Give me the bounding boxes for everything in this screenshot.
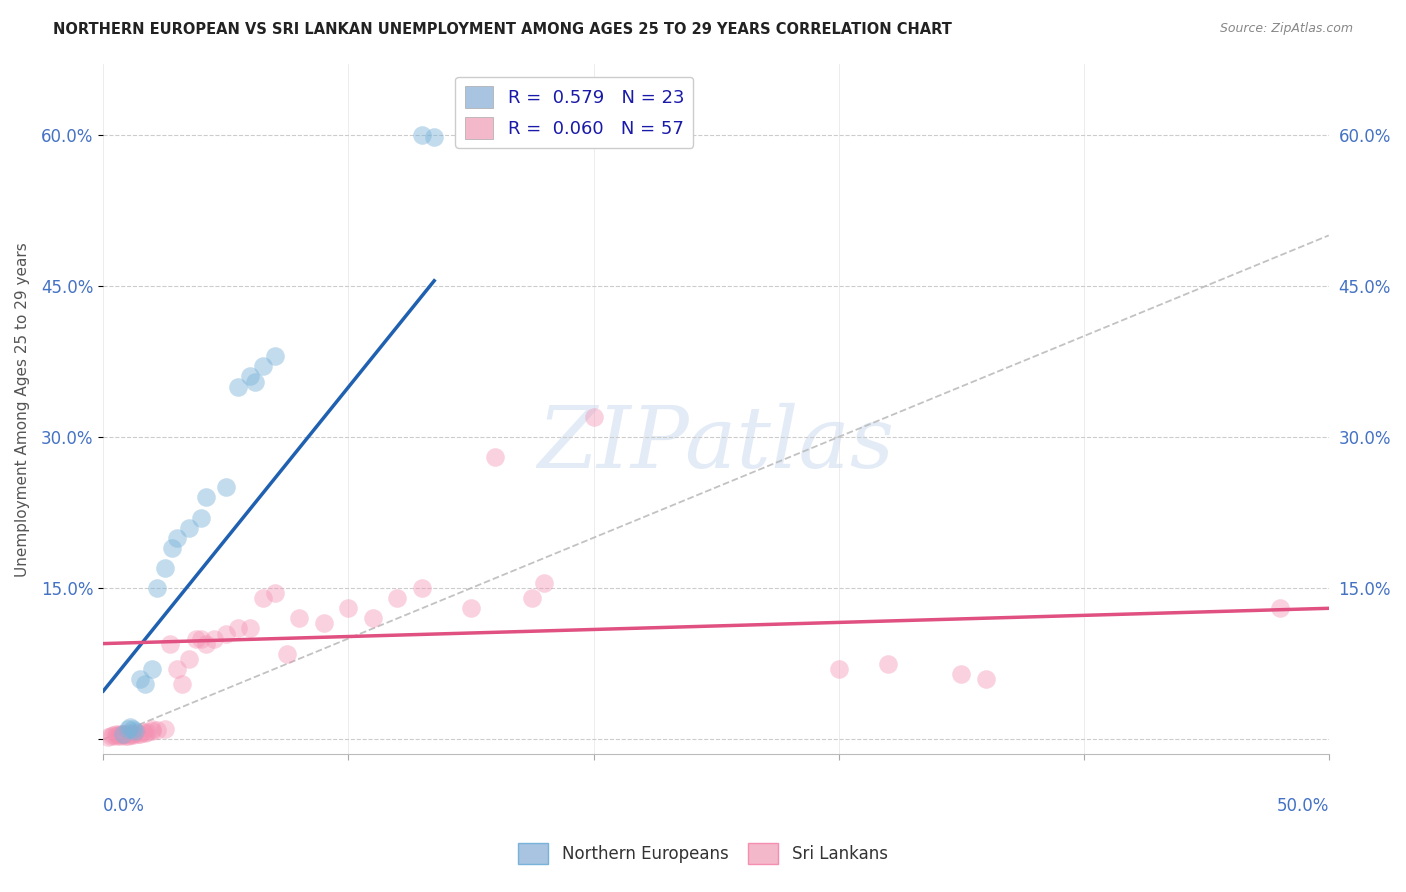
Point (120, 728, 142, 742)
Point (100, 729, 122, 743)
Point (827, 662, 849, 676)
Point (114, 729, 136, 743)
Point (974, 672, 997, 686)
Point (117, 723, 139, 737)
Point (131, 725, 153, 739)
Point (1268, 601, 1291, 615)
Point (104, 727, 127, 741)
Text: 50.0%: 50.0% (1277, 797, 1329, 814)
Point (190, 510, 212, 524)
Point (141, 723, 163, 737)
Point (136, 725, 159, 739)
Point (411, 128, 433, 142)
Point (134, 726, 156, 740)
Point (134, 677, 156, 691)
Text: ZIPatlas: ZIPatlas (537, 402, 894, 485)
Point (111, 728, 134, 742)
Point (153, 723, 176, 737)
Point (215, 626, 238, 640)
Y-axis label: Unemployment Among Ages 25 to 29 years: Unemployment Among Ages 25 to 29 years (15, 242, 30, 576)
Point (361, 611, 384, 625)
Point (110, 729, 132, 743)
Point (522, 591, 544, 606)
Point (337, 601, 360, 615)
Point (97, 731, 120, 745)
Point (153, 561, 176, 575)
Point (104, 729, 127, 743)
Point (288, 611, 311, 625)
Point (195, 491, 218, 505)
Text: NORTHERN EUROPEAN VS SRI LANKAN UNEMPLOYMENT AMONG AGES 25 TO 29 YEARS CORRELATI: NORTHERN EUROPEAN VS SRI LANKAN UNEMPLOY… (53, 22, 952, 37)
Point (484, 450, 506, 464)
Point (239, 622, 262, 636)
Point (127, 727, 149, 741)
Point (226, 379, 249, 393)
Point (423, 129, 446, 144)
Point (121, 723, 143, 737)
Point (387, 591, 409, 606)
Point (141, 724, 163, 739)
Point (950, 666, 973, 681)
Point (120, 720, 142, 734)
Point (166, 662, 188, 676)
Point (226, 622, 249, 636)
Point (160, 541, 183, 555)
Point (114, 727, 136, 741)
Point (582, 409, 605, 424)
Point (107, 728, 129, 742)
Point (312, 616, 335, 631)
Point (124, 726, 146, 740)
Point (121, 728, 143, 742)
Point (129, 672, 152, 686)
Point (202, 632, 225, 646)
Point (264, 349, 287, 363)
Point (166, 531, 188, 545)
Point (239, 369, 262, 384)
Point (252, 359, 274, 374)
Point (117, 729, 139, 743)
Text: Source: ZipAtlas.com: Source: ZipAtlas.com (1219, 22, 1353, 36)
Point (159, 637, 181, 651)
Point (460, 601, 482, 615)
Point (190, 632, 212, 646)
Point (252, 591, 274, 606)
Point (179, 521, 201, 535)
Point (121, 727, 143, 741)
Point (111, 727, 134, 741)
Point (111, 727, 134, 741)
Point (124, 724, 146, 739)
Legend: Northern Europeans, Sri Lankans: Northern Europeans, Sri Lankans (512, 837, 894, 871)
Point (170, 677, 193, 691)
Point (215, 480, 238, 494)
Point (276, 647, 298, 661)
Point (110, 727, 132, 741)
Point (245, 375, 267, 389)
Point (129, 727, 152, 741)
Point (146, 723, 169, 738)
Point (186, 632, 208, 646)
Legend: R =  0.579   N = 23, R =  0.060   N = 57: R = 0.579 N = 23, R = 0.060 N = 57 (456, 77, 693, 148)
Point (146, 581, 169, 595)
Point (179, 651, 201, 665)
Point (264, 586, 287, 600)
Point (141, 662, 163, 676)
Point (195, 637, 218, 651)
Point (411, 581, 433, 595)
Point (101, 728, 124, 742)
Text: 0.0%: 0.0% (103, 797, 145, 814)
Point (533, 576, 555, 591)
Point (117, 726, 139, 740)
Point (876, 657, 898, 671)
